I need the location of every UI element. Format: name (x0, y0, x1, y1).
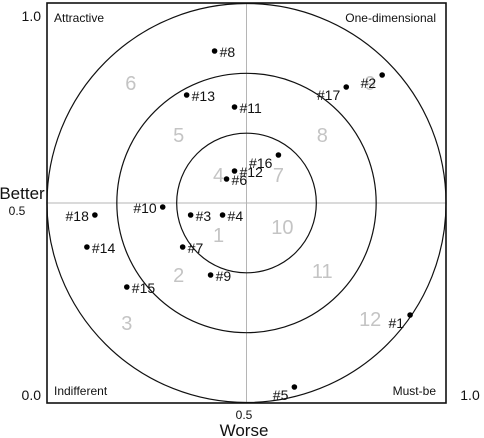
data-point (92, 212, 98, 218)
point-label: #13 (192, 88, 216, 104)
data-point (223, 176, 230, 182)
data-point (207, 272, 214, 278)
y-tick-mid: 0.5 (9, 204, 26, 218)
x-tick-max: 1.0 (460, 387, 480, 403)
grid-layer (46, 2, 447, 404)
point-label: #11 (240, 100, 263, 116)
data-point (84, 244, 90, 250)
x-tick-mid: 0.5 (236, 408, 253, 422)
data-point (159, 204, 166, 210)
point-label: #8 (220, 44, 236, 60)
data-point (291, 384, 298, 390)
zone-label: 12 (359, 309, 381, 331)
data-point (179, 244, 186, 250)
zone-label: 4 (213, 165, 224, 187)
data-point (379, 72, 385, 78)
point-label: #18 (66, 208, 90, 224)
quadrant-label-one-dimensional: One-dimensional (345, 11, 436, 25)
data-point (124, 284, 130, 290)
zone-label: 7 (273, 165, 284, 187)
zone-label: 2 (173, 265, 184, 287)
point-label: #15 (132, 280, 156, 296)
zone-label: 11 (312, 261, 333, 283)
zone-label: 1 (213, 225, 224, 247)
zone-label: 10 (271, 217, 293, 239)
point-label: #12 (240, 164, 264, 180)
quadrant-label-indifferent: Indifferent (54, 384, 108, 398)
ring-2 (116, 72, 377, 334)
point-layer: #1 #2 #3 #4 #5 #6 #7 #8 #9 #10 #11 #12 #13 #14 #15 #16 #… (66, 44, 413, 403)
data-point (343, 84, 350, 90)
point-label: #14 (92, 240, 116, 256)
data-point (219, 212, 226, 218)
point-label: #6 (232, 172, 248, 188)
point-label: #7 (188, 240, 204, 256)
data-point (275, 152, 282, 158)
ring-1 (176, 132, 317, 274)
data-point (407, 312, 413, 318)
data-point (183, 92, 190, 98)
point-label: #17 (317, 87, 341, 103)
zone-label: 5 (173, 125, 184, 147)
point-label: #9 (216, 268, 232, 284)
data-point (187, 212, 194, 218)
quadrant-label-attractive: Attractive (54, 11, 104, 25)
plot-frame (46, 2, 447, 404)
data-point (231, 168, 238, 174)
point-label: #4 (228, 208, 244, 224)
point-label: #2 (361, 75, 377, 91)
data-point (211, 48, 218, 54)
point-label: #16 (249, 155, 273, 171)
zone-label: 8 (317, 125, 328, 147)
zone-label: 6 (125, 73, 136, 95)
data-point (231, 104, 238, 110)
point-label: #3 (196, 208, 212, 224)
point-label: #10 (133, 200, 157, 216)
x-axis-label: Worse (220, 421, 269, 438)
y-tick-max: 1.0 (22, 8, 42, 24)
zone-label: 3 (121, 313, 132, 335)
point-label: #5 (273, 387, 289, 403)
y-axis-label: Better (0, 184, 45, 203)
quadrant-label-must-be: Must-be (393, 384, 437, 398)
y-tick-min: 0.0 (22, 387, 42, 403)
point-label: #1 (389, 315, 405, 331)
zone-label: 9 (365, 73, 376, 95)
